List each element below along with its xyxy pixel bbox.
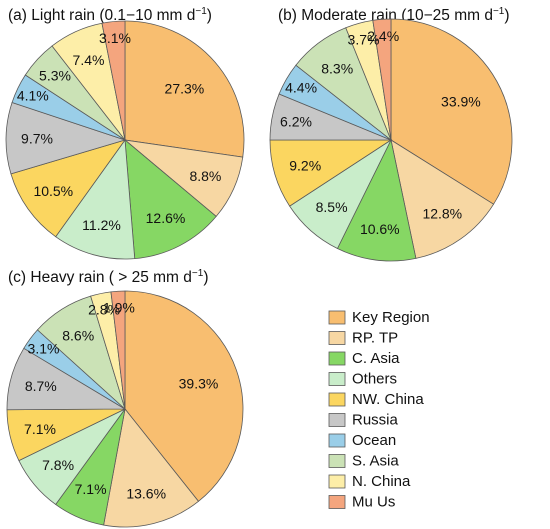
- slice-label-light-rain-nw-china: 10.5%: [33, 183, 73, 199]
- slice-label-heavy-rain-s-asia: 8.6%: [62, 327, 94, 343]
- slice-label-heavy-rain-n-china: 2.8%: [88, 302, 120, 318]
- slice-label-heavy-rain-nw-china: 7.1%: [24, 421, 56, 437]
- legend-swatch-s-asia: [328, 454, 346, 468]
- slice-label-moderate-rain-others: 8.5%: [316, 199, 348, 215]
- slice-label-moderate-rain-rp-tp: 12.8%: [422, 205, 462, 221]
- slice-label-light-rain-rp-tp: 8.8%: [189, 168, 221, 184]
- legend-label-rp-tp: RP. TP: [352, 330, 398, 347]
- legend-swatch-russia: [328, 413, 346, 427]
- slice-label-heavy-rain-key-region: 39.3%: [179, 375, 219, 391]
- legend-swatch-key-region: [328, 310, 346, 325]
- slice-label-moderate-rain-c-asia: 10.6%: [360, 221, 400, 237]
- pie-slice-moderate-rain-mu-us: [372, 18, 392, 141]
- legend-swatch-ocean: [328, 433, 346, 448]
- slice-label-light-rain-mu-us: 3.1%: [99, 30, 131, 46]
- slice-label-light-rain-others: 11.2%: [82, 217, 121, 233]
- pie-slice-light-rain-c-asia: [124, 139, 217, 260]
- slice-label-light-rain-c-asia: 12.6%: [146, 210, 186, 226]
- pie-chart-heavy-rain: (c) Heavy rain ( > 25 mm d−1) 39.3% 13.6%…: [6, 268, 244, 528]
- slice-label-light-rain-ocean: 4.1%: [17, 88, 49, 104]
- pie-slice-moderate-rain-c-asia: [336, 138, 417, 262]
- legend-label-others: Others: [352, 371, 397, 388]
- legend-label-s-asia: S. Asia: [352, 453, 399, 470]
- legend-swatch-others: [328, 372, 346, 386]
- legend-label-n-china: N. China: [352, 473, 411, 490]
- slice-label-moderate-rain-russia: 6.2%: [280, 113, 312, 129]
- slice-label-moderate-rain-ocean: 4.4%: [285, 80, 317, 96]
- slice-label-light-rain-s-asia: 5.3%: [39, 68, 71, 84]
- pie-slice-light-rain-key-region: [124, 20, 245, 158]
- slice-label-moderate-rain-s-asia: 8.3%: [321, 60, 353, 76]
- pie-title-heavy-rain: (c) Heavy rain ( > 25 mm d−1): [8, 268, 208, 286]
- pie-title-light-rain: (a) Light rain (0.1−10 mm d−1): [8, 6, 212, 24]
- legend-label-c-asia: C. Asia: [352, 350, 400, 367]
- slice-label-heavy-rain-c-asia: 7.1%: [75, 481, 107, 497]
- pie-chart-moderate-rain: (b) Moderate rain (10−25 mm d−1) 33.9% 12…: [269, 6, 513, 262]
- slice-label-moderate-rain-key-region: 33.9%: [441, 93, 481, 109]
- pie-slice-heavy-rain-key-region: [124, 290, 244, 502]
- slice-label-moderate-rain-n-china: 3.7%: [348, 32, 380, 48]
- legend-label-key-region: Key Region: [352, 309, 430, 326]
- pie-slice-light-rain-mu-us: [101, 20, 126, 141]
- legend-label-russia: Russia: [352, 412, 399, 429]
- legend-label-nw-china: NW. China: [352, 391, 424, 408]
- slice-label-light-rain-n-china: 7.4%: [73, 52, 105, 68]
- pie-slice-heavy-rain-mu-us: [110, 290, 126, 410]
- pie-title-moderate-rain: (b) Moderate rain (10−25 mm d−1): [278, 6, 510, 24]
- slice-label-heavy-rain-others: 7.8%: [42, 457, 74, 473]
- pie-slice-light-rain-others: [55, 138, 136, 260]
- legend-swatch-nw-china: [328, 392, 346, 407]
- legend-swatch-c-asia: [328, 351, 346, 366]
- legend-swatch-n-china: [328, 474, 346, 489]
- legend-swatch-mu-us: [328, 495, 346, 509]
- slice-label-heavy-rain-ocean: 3.1%: [28, 341, 60, 357]
- legend-label-ocean: Ocean: [352, 432, 396, 449]
- legend-swatch-rp-tp: [328, 331, 346, 345]
- slice-label-moderate-rain-nw-china: 9.2%: [289, 158, 321, 174]
- slice-label-heavy-rain-russia: 8.7%: [25, 378, 57, 394]
- slice-label-heavy-rain-mu-us: 1.9%: [103, 300, 135, 316]
- slice-label-light-rain-russia: 9.7%: [21, 131, 53, 147]
- pie-chart-light-rain: (a) Light rain (0.1−10 mm d−1) 27.3% 8.8%…: [5, 6, 245, 260]
- pie-slice-moderate-rain-key-region: [390, 18, 513, 205]
- pie-slice-light-rain-nw-china: [10, 139, 127, 238]
- pie-slice-heavy-rain-rp-tp: [103, 408, 200, 528]
- slice-label-heavy-rain-rp-tp: 13.6%: [126, 486, 166, 502]
- legend: Key Region RP. TP C. Asia Others NW. China Ru…: [328, 309, 430, 511]
- slice-label-moderate-rain-mu-us: 2.4%: [367, 28, 399, 44]
- slice-label-light-rain-key-region: 27.3%: [165, 81, 205, 97]
- legend-label-mu-us: Mu Us: [352, 494, 395, 511]
- pie-slice-moderate-rain-rp-tp: [390, 139, 495, 259]
